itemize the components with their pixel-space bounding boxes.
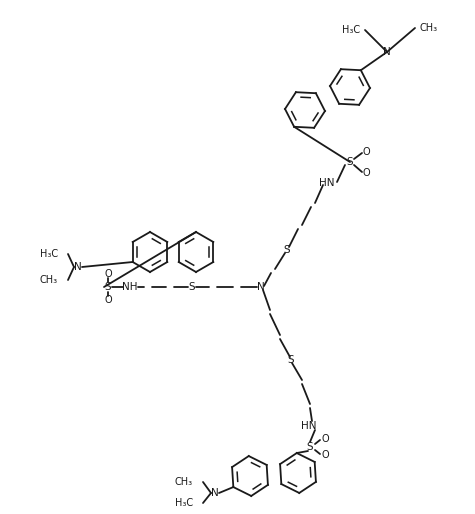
- Text: S: S: [307, 442, 314, 452]
- Text: O: O: [362, 168, 370, 178]
- Text: CH₃: CH₃: [420, 23, 438, 33]
- Text: O: O: [321, 450, 329, 460]
- Text: NH: NH: [122, 282, 138, 292]
- Text: S: S: [284, 245, 290, 255]
- Text: N: N: [74, 262, 82, 272]
- Text: N: N: [211, 488, 219, 498]
- Text: O: O: [104, 295, 112, 305]
- Text: N: N: [383, 47, 391, 57]
- Text: CH₃: CH₃: [40, 275, 58, 285]
- Text: HN: HN: [319, 178, 335, 188]
- Text: H₃C: H₃C: [342, 25, 360, 35]
- Text: S: S: [104, 282, 111, 292]
- Text: O: O: [362, 147, 370, 157]
- Text: H₃C: H₃C: [175, 498, 193, 508]
- Text: HN: HN: [301, 421, 317, 431]
- Text: S: S: [288, 355, 294, 365]
- Text: CH₃: CH₃: [175, 477, 193, 487]
- Text: H₃C: H₃C: [40, 249, 58, 259]
- Text: S: S: [189, 282, 195, 292]
- Text: N: N: [257, 282, 265, 292]
- Text: S: S: [347, 157, 353, 167]
- Text: O: O: [104, 269, 112, 279]
- Text: O: O: [321, 434, 329, 444]
